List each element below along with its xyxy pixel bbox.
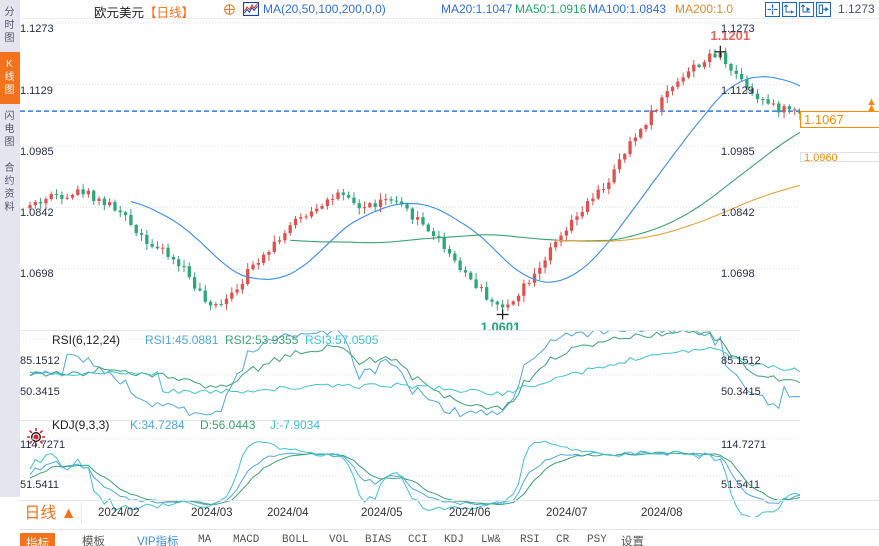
- svg-text:1.0601: 1.0601: [481, 319, 521, 330]
